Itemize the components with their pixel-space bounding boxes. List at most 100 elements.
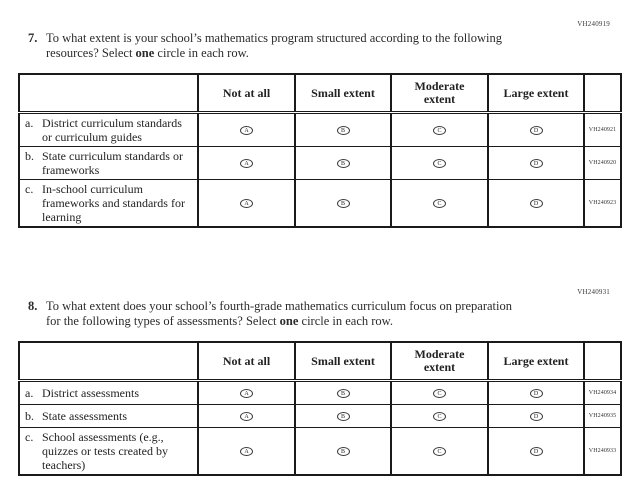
answer-bubble-small-extent[interactable]: B [336,125,350,135]
cell-not-at-all: A [197,179,295,227]
answer-bubble-moderate-extent[interactable]: C [433,388,446,398]
row-label-cell: b. State curriculum standards or framewo… [19,146,198,180]
cell-moderate-extent: C [390,146,488,180]
cell-small-extent: B [294,404,391,428]
answer-bubble-moderate-extent[interactable]: C [433,411,446,421]
answer-bubble-large-extent[interactable]: D [529,388,543,398]
row-label-cell: a. District assessments [19,381,198,405]
row-code: VH240921 [583,112,621,147]
answer-bubble-not-at-all[interactable]: A [240,158,253,168]
column-header-large-extent: Large extent [487,74,584,114]
questions-container: VH240919 7. To what extent is your schoo… [18,20,622,476]
row-code: VH240933 [583,427,621,475]
header-row: Not at all Small extent Moderate extent … [19,74,621,114]
answer-bubble-moderate-extent[interactable]: C [433,158,446,168]
cell-small-extent: B [294,146,391,180]
header-row: Not at all Small extent Moderate extent … [19,342,621,382]
column-header-moderate-extent: Moderate extent [390,74,488,114]
answer-bubble-not-at-all[interactable]: A [240,446,253,456]
prompt-text-end: circle in each row. [154,46,249,60]
column-header-large-extent: Large extent [487,342,584,382]
answer-bubble-small-extent[interactable]: B [336,198,350,208]
row-letter: a. [25,116,34,130]
prompt-bold-word: one [135,46,155,60]
answer-bubble-large-extent[interactable]: D [529,446,543,456]
row-label: State assessments [42,409,127,423]
prompt-text-start: To what extent is your school’s mathemat… [46,31,502,60]
cell-not-at-all: A [197,404,295,428]
cell-small-extent: B [294,179,391,227]
cell-moderate-extent: C [390,179,488,227]
cell-small-extent: B [294,380,391,405]
table-body: a. District assessments A B C D VH240934… [19,380,621,475]
answer-bubble-not-at-all[interactable]: A [240,198,253,208]
response-table: Not at all Small extent Moderate extent … [18,73,622,228]
question-text: 7. To what extent is your school’s mathe… [28,31,620,61]
column-header-small-extent: Small extent [294,342,391,382]
question-prompt: To what extent is your school’s mathemat… [46,31,520,61]
table-row: b. State curriculum standards or framewo… [19,146,621,180]
question-block: VH240919 7. To what extent is your schoo… [18,20,622,228]
code-column-header [583,74,621,114]
prompt-text-end: circle in each row. [298,314,394,328]
cell-small-extent: B [294,112,391,147]
row-code: VH240934 [583,380,621,405]
cell-not-at-all: A [197,146,295,180]
answer-bubble-large-extent[interactable]: D [529,198,543,208]
cell-large-extent: D [487,179,584,227]
question-prompt: To what extent does your school’s fourth… [46,299,520,329]
table-row: b. State assessments A B C D VH240935 [19,404,621,428]
cell-not-at-all: A [197,380,295,405]
cell-small-extent: B [294,427,391,475]
table-row: a. District assessments A B C D VH240934 [19,380,621,405]
row-label: In-school curriculum frameworks and stan… [42,182,185,224]
cell-moderate-extent: C [390,427,488,475]
answer-bubble-small-extent[interactable]: B [336,158,350,168]
answer-bubble-small-extent[interactable]: B [336,388,350,398]
response-table: Not at all Small extent Moderate extent … [18,341,622,476]
column-header-not-at-all: Not at all [197,342,295,382]
row-letter: c. [25,430,34,444]
answer-bubble-not-at-all[interactable]: A [240,388,253,398]
cell-large-extent: D [487,380,584,405]
answer-bubble-moderate-extent[interactable]: C [433,446,446,456]
prompt-bold-word: one [279,314,299,328]
answer-bubble-small-extent[interactable]: B [336,446,350,456]
row-code: VH240935 [583,404,621,428]
table-row: c. In-school curriculum frameworks and s… [19,179,621,227]
row-label-cell: a. District curriculum standards or curr… [19,113,198,147]
column-header-not-at-all: Not at all [197,74,295,114]
label-column-header [19,342,198,382]
column-header-moderate-extent: Moderate extent [390,342,488,382]
answer-bubble-not-at-all[interactable]: A [240,411,253,421]
question-code: VH240919 [577,20,610,28]
row-letter: a. [25,386,34,400]
row-letter: c. [25,182,34,196]
answer-bubble-small-extent[interactable]: B [336,411,350,421]
row-letter: b. [25,149,34,163]
cell-moderate-extent: C [390,380,488,405]
answer-bubble-moderate-extent[interactable]: C [433,198,446,208]
row-label: State curriculum standards or frameworks [42,149,183,177]
answer-bubble-moderate-extent[interactable]: C [433,125,446,135]
row-code: VH240920 [583,146,621,180]
answer-bubble-large-extent[interactable]: D [529,125,543,135]
table-body: a. District curriculum standards or curr… [19,112,621,227]
cell-moderate-extent: C [390,404,488,428]
answer-bubble-large-extent[interactable]: D [529,411,543,421]
row-code: VH240923 [583,179,621,227]
cell-moderate-extent: C [390,112,488,147]
column-header-small-extent: Small extent [294,74,391,114]
question-number: 8. [28,299,38,313]
table-row: a. District curriculum standards or curr… [19,112,621,147]
row-label-cell: c. School assessments (e.g., quizzes or … [19,427,198,475]
prompt-text-start: To what extent does your school’s fourth… [46,299,512,328]
cell-not-at-all: A [197,427,295,475]
cell-large-extent: D [487,146,584,180]
answer-bubble-large-extent[interactable]: D [529,158,543,168]
answer-bubble-not-at-all[interactable]: A [240,125,253,135]
label-column-header [19,74,198,114]
questionnaire-page: VH240919 7. To what extent is your schoo… [18,0,622,476]
cell-large-extent: D [487,427,584,475]
cell-not-at-all: A [197,112,295,147]
